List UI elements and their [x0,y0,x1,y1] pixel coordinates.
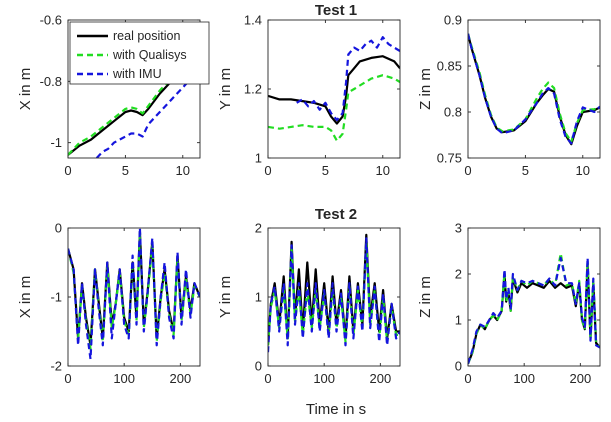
legend-label-imu: with IMU [112,67,162,81]
panel-1-ytick-label-2: 1.4 [244,13,262,28]
panel-3-ytick-label-2: 0 [55,221,62,236]
panel-5-ytick-label-2: 2 [455,267,462,282]
panel-5-xtick-label-2: 200 [569,371,591,386]
panel-1-ytick-label-0: 1 [255,151,262,166]
panel-4: 0 100 200 0 1 2 Y in m [217,221,401,386]
panel-1-line-qualisys [268,74,400,142]
panel-3-xtick-label-1: 100 [113,371,135,386]
panel-1-line-imu [296,36,400,122]
panel-5-xtick-label-1: 100 [513,371,535,386]
figure-xlabel: Time in s [306,401,366,418]
panel-4-ytick-label-1: 1 [255,290,262,305]
panel-2: 0 5 10 0.75 0.8 0.85 0.9 Z in m [417,13,601,178]
panel-3: 0 100 200 -2 -1 0 X in m [17,221,201,386]
panel-2-xtick-label-1: 5 [522,163,529,178]
panel-0-ylabel: X in m [17,68,34,111]
panel-5-line-imu [468,256,600,365]
panel-0-xtick-label-1: 5 [122,163,129,178]
panel-4-ytick-label-2: 2 [255,221,262,236]
panel-4-ylabel: Y in m [217,276,234,318]
panel-5-xtick-label-0: 0 [464,371,471,386]
panel-2-line-real [468,33,600,146]
legend-box [69,21,210,85]
panel-1-xtick-label-0: 0 [264,163,271,178]
panel-0-xtick-label-0: 0 [64,163,71,178]
panel-1-line-real [268,55,400,125]
panel-3-ytick-label-1: -1 [50,290,62,305]
panel-4-ytick-label-0: 0 [255,359,262,374]
panel-4-line-imu [268,237,400,353]
panel-0-line-imu [95,74,196,158]
panel-2-ytick-label-2: 0.85 [437,59,462,74]
panel-3-line-imu [68,228,200,361]
panel-2-xtick-label-2: 10 [576,163,590,178]
panel-5-ytick-label-1: 1 [455,313,462,328]
panel-3-ylabel: X in m [17,276,34,319]
panel-3-series [68,228,200,361]
panel-3-xtick-label-2: 200 [169,371,191,386]
panel-5-ytick-label-0: 0 [455,359,462,374]
panel-4-series [268,233,400,353]
panel-1-ytick-label-1: 1.2 [244,82,262,97]
panel-1-xtick-label-2: 10 [376,163,390,178]
panel-2-ytick-label-0: 0.75 [437,151,462,166]
panel-0-xtick-label-2: 10 [176,163,190,178]
panel-0-axes-box [67,19,201,159]
panel-4-xtick-label-1: 100 [313,371,335,386]
figure-title-test1: Test 1 [315,2,357,19]
legend-label-real: real position [113,29,180,43]
panel-1: 0 5 10 1 1.2 1.4 Y in m [217,13,401,178]
panel-5-axes-box [467,227,601,367]
panel-1-ylabel: Y in m [217,68,234,110]
panel-5: 0 100 200 0 1 2 3 Z in m [417,221,601,386]
panel-1-series [268,36,400,142]
panel-1-xtick-label-1: 5 [322,163,329,178]
panel-0-ytick-label-1: -0.8 [40,74,62,89]
panel-2-line-qualisys [468,33,600,143]
panel-5-ylabel: Z in m [417,276,434,318]
panel-2-ytick-label-3: 0.9 [444,13,462,28]
panel-2-xtick-label-0: 0 [464,163,471,178]
panel-2-axes-box [467,19,601,159]
panel-2-ytick-label-1: 0.8 [444,105,462,120]
panel-2-ylabel: Z in m [417,68,434,110]
panel-2-series [468,33,600,146]
panel-4-xtick-label-2: 200 [369,371,391,386]
panel-3-xtick-label-0: 0 [64,371,71,386]
panel-0: 0 5 10 -1 -0.8 -0.6 X in m [17,13,201,178]
panel-0-ytick-label-2: -0.6 [40,13,62,28]
figure-title-test2: Test 2 [315,206,357,223]
panel-4-xtick-label-0: 0 [264,371,271,386]
panel-0-line-qualisys [68,46,200,156]
legend-label-qualisys: with Qualisys [112,48,187,62]
panel-0-ytick-label-0: -1 [50,135,62,150]
panel-5-ytick-label-3: 3 [455,221,462,236]
panel-5-line-real [468,263,600,365]
legend: real position with Qualisys with IMU [69,21,210,85]
panel-5-series [468,252,600,365]
panel-3-ytick-label-0: -2 [50,359,62,374]
panel-2-line-imu [468,33,600,145]
